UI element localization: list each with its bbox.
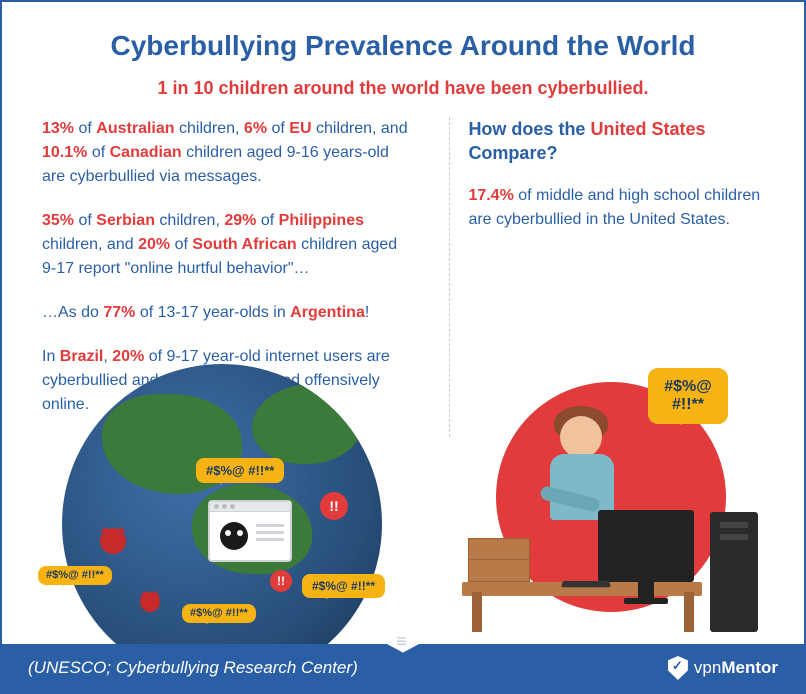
speech-bubble-icon: #$%@ #!!** (648, 368, 728, 424)
para-serbia-phil-sa: 35% of Serbian children, 29% of Philippi… (42, 209, 411, 281)
brand-bold: Mentor (721, 658, 778, 677)
stat-arg-label: Argentina (290, 304, 365, 321)
devil-face-icon (100, 528, 126, 554)
skull-icon (220, 522, 248, 550)
para-argentina: …As do 77% of 13-17 year-olds in Argenti… (42, 301, 411, 325)
stat-australia-label: Australian (96, 120, 174, 137)
stat-phil-label: Philippines (279, 212, 364, 229)
stat-arg-pct: 77% (103, 304, 135, 321)
stat-us-pct: 17.4% (468, 187, 513, 204)
infographic-container: Cyberbullying Prevalence Around the Worl… (0, 0, 806, 694)
para-aus-eu-can: 13% of Australian children, 6% of EU chi… (42, 117, 411, 189)
stat-eu-pct: 6% (244, 120, 267, 137)
stat-sa-pct: 20% (138, 236, 170, 253)
keyboard-icon (561, 581, 611, 587)
person-head (560, 416, 602, 458)
stat-brazil-pct1: 20% (112, 348, 144, 365)
speech-bubble-icon: #$%@ #!!** (302, 574, 385, 598)
word-of: of (78, 120, 91, 137)
word-of-4: of (78, 212, 91, 229)
us-question: How does the United States Compare? (468, 117, 764, 166)
desk-leg (684, 592, 694, 632)
word-of-5: of (261, 212, 274, 229)
word-children-and-2: children, and (42, 236, 134, 253)
us-stat-para: 17.4% of middle and high school children… (468, 184, 764, 232)
globe-illustration: #$%@ #!!** #$%@ #!!** #$%@ #!!** #$%@ #!… (22, 464, 442, 644)
stat-serbia-label: Serbian (96, 212, 155, 229)
browser-window-icon (208, 500, 292, 562)
subtitle: 1 in 10 children around the world have b… (2, 74, 804, 117)
shield-icon (668, 656, 688, 680)
stat-eu-label: EU (289, 120, 311, 137)
q-country: United States (590, 119, 705, 139)
word-of-3: of (92, 144, 105, 161)
pc-tower-icon (710, 512, 758, 632)
stat-sa-label: South African (192, 236, 296, 253)
stat-australia-pct: 13% (42, 120, 74, 137)
q-suffix: Compare? (468, 143, 557, 163)
devil-face-icon (140, 592, 160, 612)
speech-bubble-icon: #$%@ #!!** (182, 604, 256, 623)
word-children-2: children, (159, 212, 219, 229)
exclamation-icon: !! (320, 492, 348, 520)
speech-bubble-icon: #$%@ #!!** (196, 458, 284, 483)
main-title: Cyberbullying Prevalence Around the Worl… (2, 2, 804, 74)
word-of-2: of (272, 120, 285, 137)
footer-source: (UNESCO; Cyberbullying Research Center) (28, 658, 358, 678)
stat-canada-label: Canadian (110, 144, 182, 161)
arg-mid: of 13-17 year-olds in (140, 304, 286, 321)
speech-bubble-icon: #$%@ #!!** (38, 566, 112, 585)
arg-lead: …As do (42, 304, 99, 321)
desk-illustration: #$%@ #!!** (458, 372, 758, 632)
arg-exclam: ! (365, 304, 369, 321)
stat-phil-pct: 29% (224, 212, 256, 229)
brazil-lead: In (42, 348, 55, 365)
stat-canada-pct: 10.1% (42, 144, 87, 161)
brand-light: vpn (694, 658, 721, 677)
desk-drawer (468, 538, 530, 582)
word-children-and-1: children, and (316, 120, 408, 137)
brazil-comma: , (103, 348, 107, 365)
monitor-icon (598, 510, 694, 582)
stat-serbia-pct: 35% (42, 212, 74, 229)
desk-leg (472, 592, 482, 632)
word-of-6: of (175, 236, 188, 253)
footer-notch-icon: ≡ (396, 631, 410, 652)
word-children-1: children, (179, 120, 239, 137)
exclamation-icon: !! (270, 570, 292, 592)
q-prefix: How does the (468, 119, 590, 139)
stat-brazil-label: Brazil (60, 348, 104, 365)
brand-logo: vpnMentor (668, 656, 778, 680)
